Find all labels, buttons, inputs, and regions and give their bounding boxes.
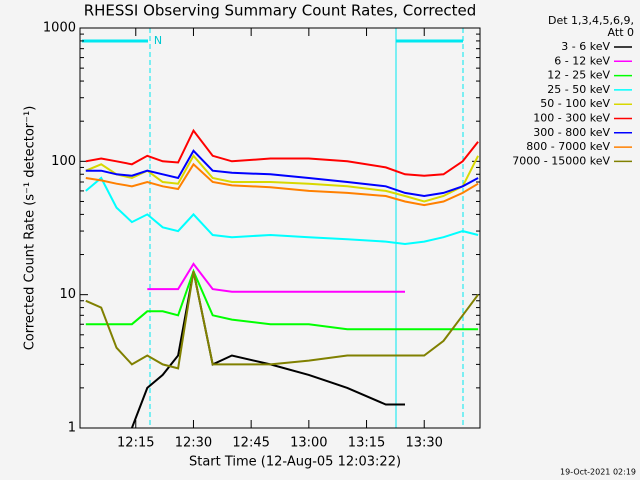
legend-label: 12 - 25 keV: [547, 69, 610, 82]
legend-header: Det 1,3,4,5,6,9,: [548, 14, 634, 27]
legend-label: 300 - 800 keV: [533, 126, 610, 139]
footer: 19-Oct-2021 02:19: [560, 468, 636, 477]
series-line: [85, 162, 479, 207]
series-line: [85, 270, 479, 370]
series-line: [85, 176, 479, 246]
x-tick-label: 13:15: [348, 436, 385, 451]
y-axis-label: Corrected Count Rate (s⁻¹ detector⁻¹): [23, 106, 38, 351]
legend-label: 25 - 50 keV: [547, 83, 610, 96]
legend-label: 800 - 7000 keV: [526, 140, 610, 153]
observing-flags: [82, 28, 464, 428]
y-tick-label: 10: [59, 287, 76, 302]
x-tick-label: 12:30: [175, 436, 212, 451]
x-tick-label: 13:30: [405, 436, 442, 451]
chart-title: RHESSI Observing Summary Count Rates, Co…: [84, 2, 477, 20]
legend-label: 6 - 12 keV: [554, 54, 610, 67]
series-line: [85, 128, 479, 177]
y-tick-label: 1000: [43, 21, 76, 36]
annotation: N: [154, 34, 162, 47]
x-tick-label: 13:00: [290, 436, 327, 451]
series-line: [147, 262, 405, 293]
series-line: [130, 270, 405, 429]
legend-label: 3 - 6 keV: [561, 40, 610, 53]
legend-header: Att 0: [608, 26, 634, 39]
y-tick-label: 100: [51, 154, 76, 169]
x-tick-label: 12:15: [117, 436, 154, 451]
x-tick-label: 12:45: [232, 436, 269, 451]
x-axis-label: Start Time (12-Aug-05 12:03:22): [189, 455, 401, 470]
plot-frame: [79, 27, 481, 429]
series-line: [85, 149, 479, 198]
series-line: [85, 154, 479, 203]
legend-label: 50 - 100 keV: [540, 97, 610, 110]
series-line: [85, 268, 479, 331]
legend-label: 7000 - 15000 keV: [512, 154, 610, 167]
y-tick-label: 1: [68, 421, 76, 436]
legend-label: 100 - 300 keV: [533, 112, 610, 125]
